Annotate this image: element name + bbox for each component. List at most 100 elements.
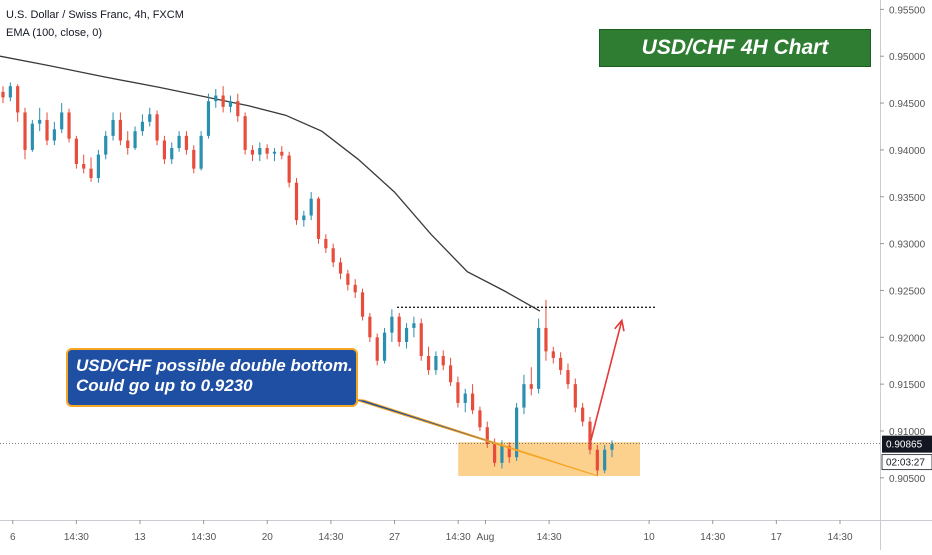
candle <box>309 192 313 221</box>
candle-body <box>382 332 387 361</box>
candle-body <box>162 140 167 160</box>
chart-title-annotation[interactable]: USD/CHF 4H Chart Analysis <box>599 29 871 95</box>
candle <box>485 421 489 448</box>
candle-body <box>581 407 585 422</box>
candle-body <box>82 163 86 169</box>
candle <box>23 107 27 160</box>
x-tick-label: 10 <box>644 532 656 543</box>
x-tick-label: 17 <box>771 532 783 543</box>
candle-body <box>338 262 343 274</box>
indicator-label[interactable]: EMA (100, close, 0) <box>6 27 102 39</box>
candle-body <box>170 148 174 160</box>
candle-body <box>346 273 350 285</box>
candle <box>360 288 365 321</box>
candle-body <box>133 131 137 149</box>
candle-body <box>456 382 460 403</box>
candle-body <box>507 445 511 458</box>
candle <box>30 119 34 152</box>
candle-body <box>60 112 64 130</box>
candle-body <box>588 421 592 450</box>
candle-body <box>537 327 541 389</box>
candle-body <box>250 149 255 155</box>
candle <box>390 309 394 342</box>
candle-body <box>118 119 122 141</box>
candle <box>397 312 401 347</box>
candle-body <box>243 116 247 150</box>
x-tick-label: 14:30 <box>700 532 725 543</box>
y-tick-label: 0.90500 <box>889 474 926 485</box>
candle <box>148 107 152 127</box>
candle <box>573 378 577 413</box>
candle-body <box>404 327 409 342</box>
candle-body <box>375 337 379 361</box>
candle <box>515 402 519 461</box>
candle-body <box>16 86 20 113</box>
candle-body <box>448 365 453 383</box>
candle <box>404 323 409 349</box>
candle <box>551 346 555 364</box>
candle-body <box>302 215 306 221</box>
candle-body <box>419 323 423 357</box>
candle <box>603 445 607 474</box>
candle-body <box>155 114 159 141</box>
levels-layer <box>0 306 880 445</box>
y-tick-label: 0.93500 <box>889 193 926 204</box>
candle <box>456 376 460 408</box>
candle <box>419 318 423 361</box>
candle <box>272 148 277 162</box>
candle-body <box>104 135 108 155</box>
candle-body <box>287 155 291 183</box>
x-axis[interactable]: 6 14:30 13 14:30 20 14:30 27 14:30 Aug 14:30 10 14:… <box>0 520 932 543</box>
candle <box>331 243 335 268</box>
candle <box>1 86 5 104</box>
candle-body <box>280 151 284 156</box>
candle-body <box>559 357 563 371</box>
x-tick-label: 14:30 <box>318 532 343 543</box>
candle-body <box>434 356 438 371</box>
candle <box>228 95 233 113</box>
candle <box>566 363 570 389</box>
callout-line-1: USD/CHF possible double bottom. <box>76 356 353 375</box>
candle <box>16 84 20 122</box>
candle <box>140 114 145 136</box>
candle <box>104 131 108 160</box>
candle <box>8 82 12 102</box>
candle-body <box>1 91 5 98</box>
ema-layer <box>0 55 541 312</box>
candle-body <box>493 444 497 463</box>
candle <box>581 402 585 427</box>
candle <box>192 145 196 174</box>
candle <box>177 131 181 152</box>
double-bottom-callout[interactable]: USD/CHF possible double bottom. Could go… <box>66 348 358 407</box>
candle <box>155 110 159 146</box>
upside-arrow-shaft <box>590 320 623 441</box>
candle <box>507 442 511 463</box>
candle <box>184 131 189 155</box>
x-tick-label: 20 <box>262 532 274 543</box>
symbol-header[interactable]: U.S. Dollar / Swiss Franc, 4h, FXCM <box>6 9 184 21</box>
candle <box>133 126 137 150</box>
candle-body <box>441 356 445 366</box>
y-axis[interactable]: 0.95500 0.95000 0.94500 0.94000 0.93500 0.930… <box>880 0 926 550</box>
candle <box>470 384 475 415</box>
candle <box>162 135 167 164</box>
candle-body <box>206 101 211 136</box>
candle <box>67 108 71 143</box>
y-tick-label: 0.93000 <box>889 240 926 251</box>
candle <box>38 107 42 132</box>
candle <box>375 333 379 366</box>
candle <box>89 157 93 182</box>
candle-body <box>228 101 233 107</box>
candle <box>588 416 592 455</box>
candle <box>126 131 130 155</box>
candle <box>346 269 350 291</box>
candle <box>236 93 240 122</box>
y-tick-label: 0.91500 <box>889 380 926 391</box>
candle <box>294 178 299 225</box>
candle <box>426 346 431 375</box>
candle <box>412 316 416 338</box>
candle-body <box>463 393 467 403</box>
callout-pointer-layer <box>351 398 599 477</box>
candle <box>82 154 86 174</box>
